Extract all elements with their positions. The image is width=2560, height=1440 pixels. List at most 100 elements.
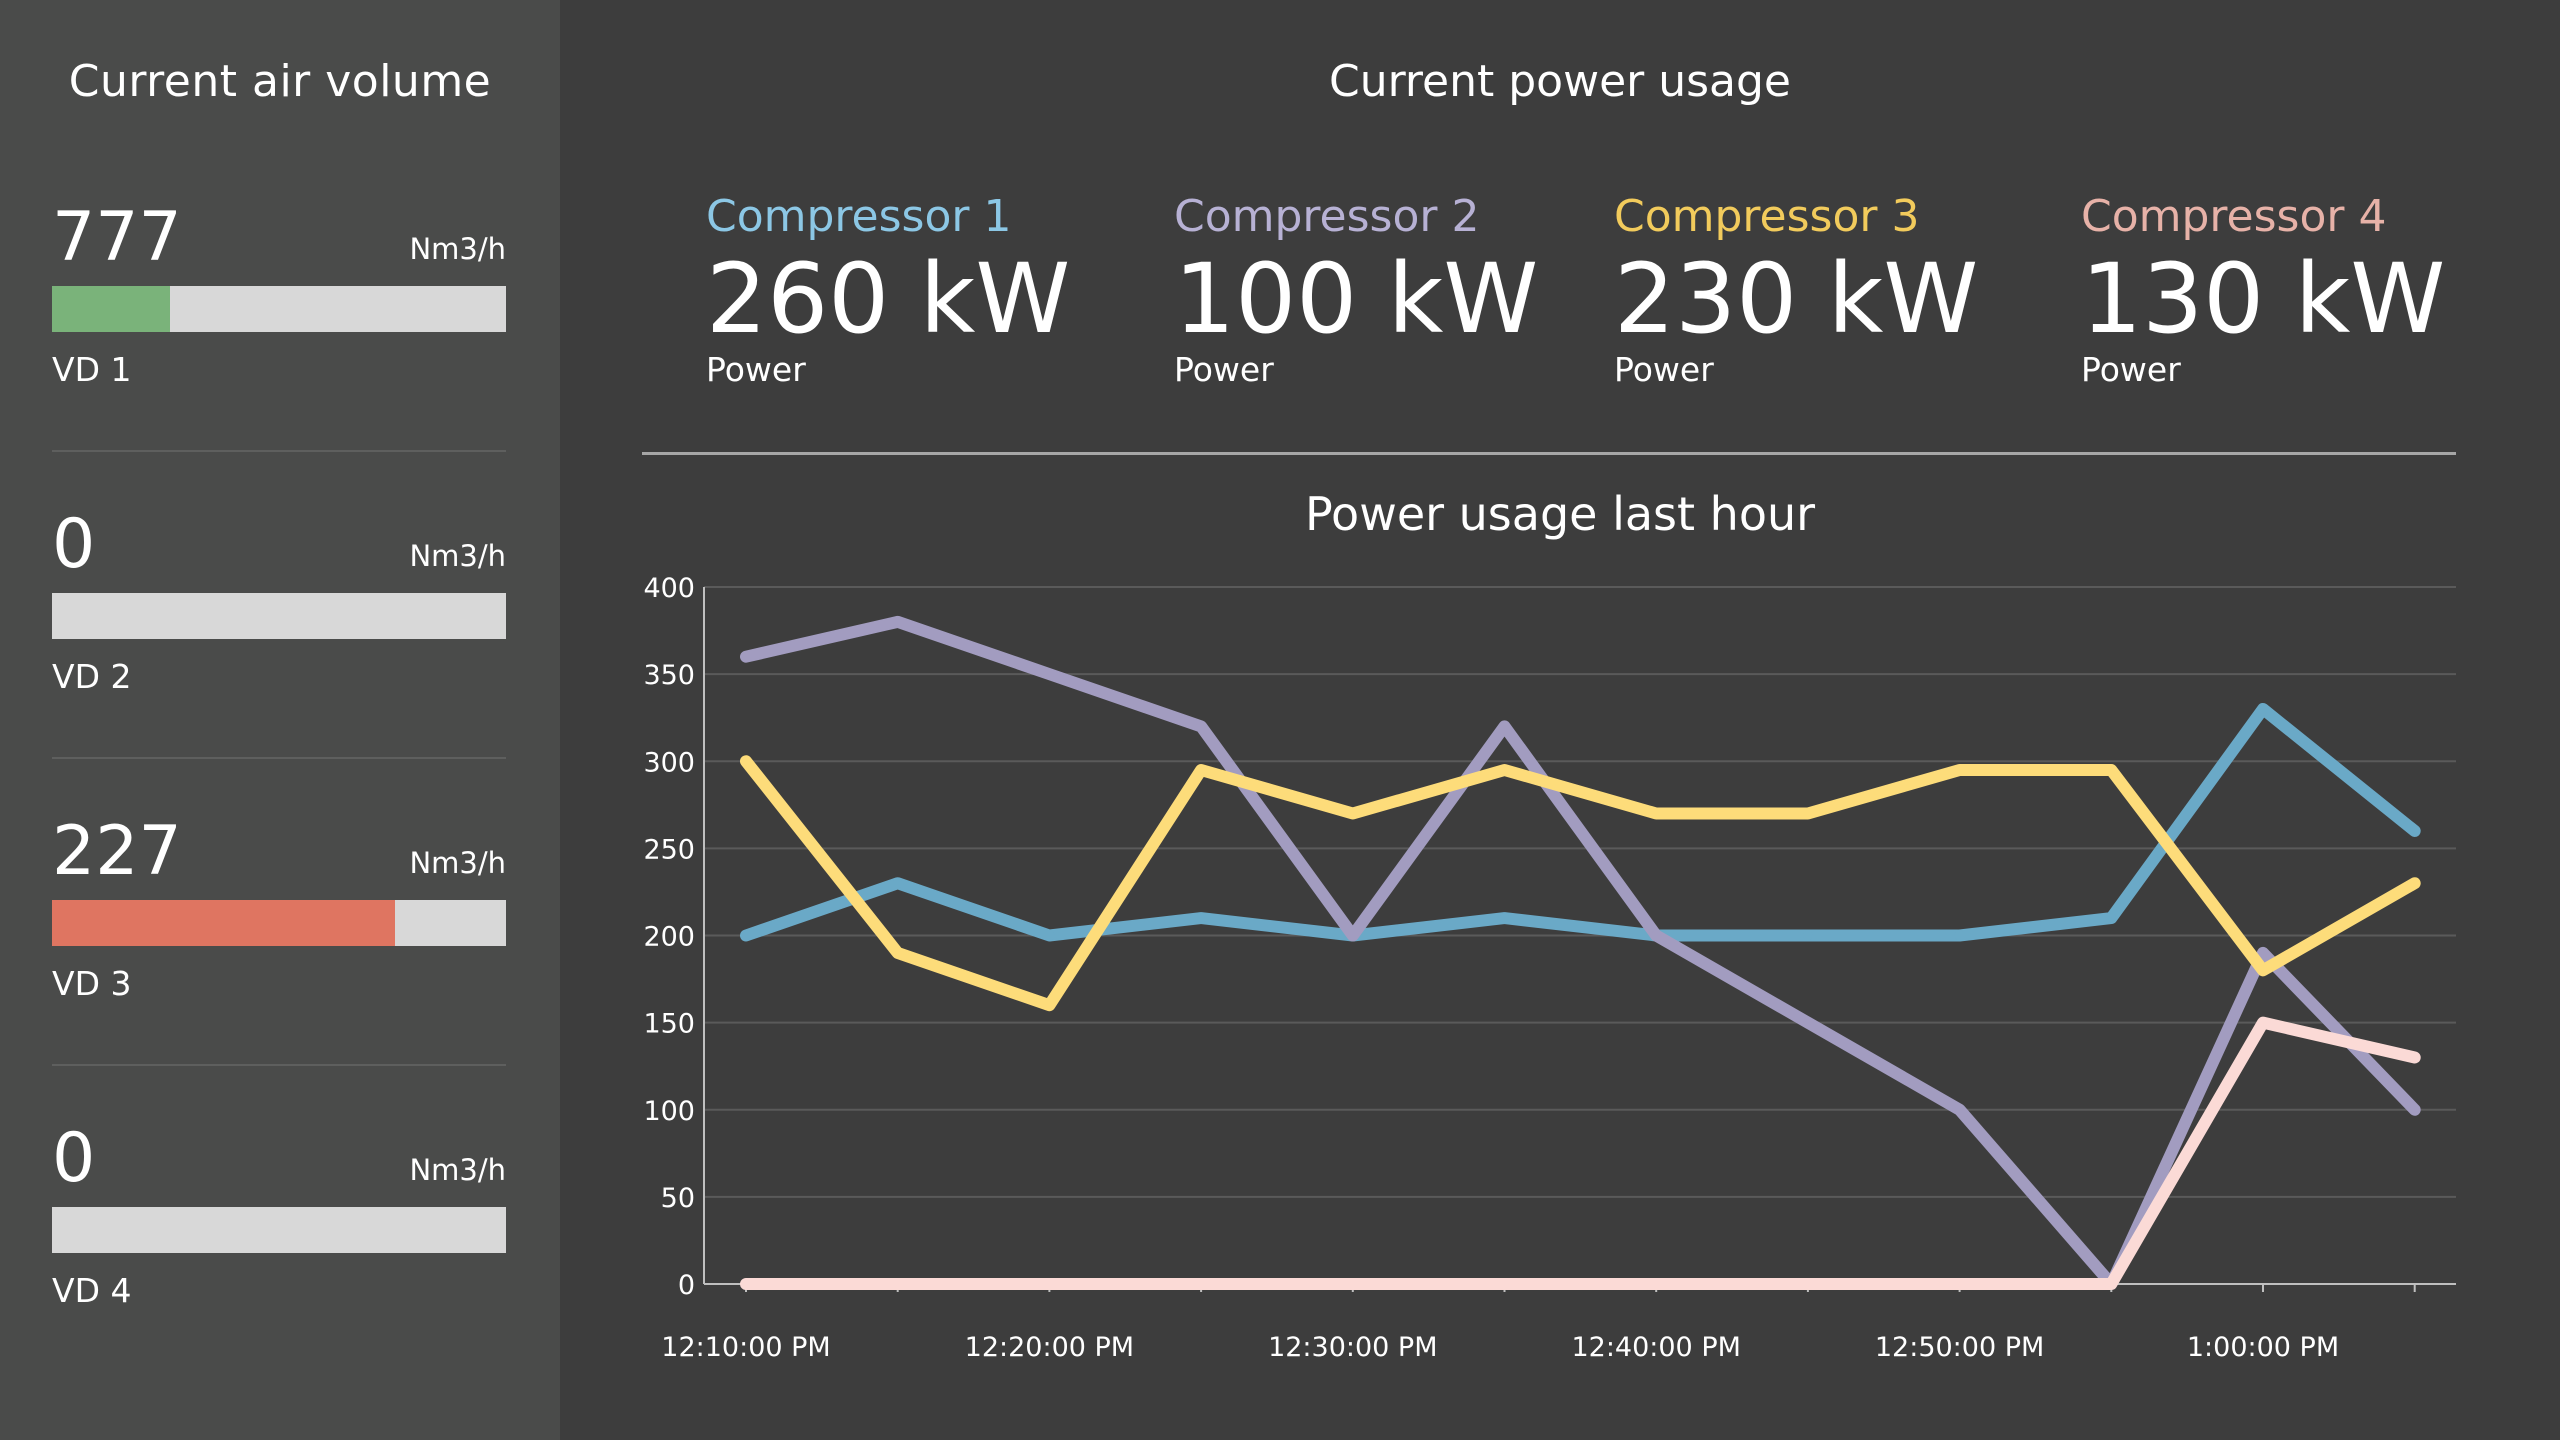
divider (642, 452, 2456, 455)
data-point (1954, 1279, 1965, 1289)
compressor-name: Compressor 1 (706, 191, 1012, 242)
vd-progress-fill (52, 286, 171, 332)
data-point (1802, 1017, 1813, 1028)
y-tick-label: 200 (643, 922, 695, 953)
compressor-name: Compressor 3 (1614, 191, 1920, 242)
data-point (2258, 965, 2268, 976)
y-tick-label: 300 (643, 747, 695, 778)
data-point (2409, 1104, 2420, 1115)
data-point (2258, 703, 2268, 714)
x-tick-label: 12:40:00 PM (1571, 1332, 1740, 1363)
vd-progress-fill (52, 900, 395, 946)
divider (52, 1064, 506, 1066)
vd-unit: Nm3/h (409, 232, 506, 266)
vd-value: 0 (52, 505, 96, 584)
data-point (1347, 1279, 1358, 1289)
divider (52, 450, 506, 452)
data-point (2409, 878, 2420, 889)
vd-item-3: 227 Nm3/h VD 3 (52, 812, 506, 1032)
compressor-name: Compressor 4 (2081, 191, 2387, 242)
y-tick-label: 0 (678, 1270, 695, 1301)
data-point (1802, 1279, 1813, 1289)
data-point (1499, 1279, 1510, 1289)
data-point (1954, 764, 1965, 775)
vd-value: 0 (52, 1119, 96, 1198)
data-point (1196, 764, 1207, 775)
data-point (1347, 930, 1358, 941)
vd-value: 777 (52, 198, 182, 277)
y-tick-label: 250 (643, 834, 695, 865)
data-point (1499, 721, 1510, 732)
series-line (740, 702, 2421, 942)
compressor-power-label: Power (1174, 350, 1274, 389)
data-point (1044, 669, 1055, 680)
x-tick-label: 12:10:00 PM (661, 1332, 830, 1363)
data-point (2409, 1052, 2420, 1063)
power-usage-panel: Current power usage Compressor 1 260 kW … (560, 0, 2560, 1440)
compressor-power-label: Power (1614, 350, 1714, 389)
compressor-power-label: Power (706, 350, 806, 389)
data-point (1499, 764, 1510, 775)
vd-item-4: 0 Nm3/h VD 4 (52, 1119, 506, 1339)
data-point (1954, 1104, 1965, 1115)
x-tick-label: 12:20:00 PM (965, 1332, 1134, 1363)
data-point (892, 616, 903, 627)
data-point (1044, 1000, 1055, 1011)
data-point (2258, 947, 2268, 958)
data-point (1196, 913, 1207, 924)
y-tick-label: 150 (643, 1009, 695, 1040)
data-point (1196, 1279, 1207, 1289)
compressor-card-1: Compressor 1 260 kW Power (706, 190, 1146, 390)
data-point (741, 1279, 751, 1289)
series-line (740, 1016, 2421, 1290)
data-point (892, 947, 903, 958)
chart-title: Power usage last hour (1304, 487, 1816, 541)
compressor-power-value: 130 kW (2081, 243, 2446, 355)
compressor-card-2: Compressor 2 100 kW Power (1174, 190, 1614, 390)
data-point (892, 878, 903, 889)
series-line (740, 755, 2421, 1012)
x-tick-label: 12:30:00 PM (1268, 1332, 1437, 1363)
compressor-power-value: 230 kW (1614, 243, 1979, 355)
vd-label: VD 2 (52, 657, 132, 696)
data-point (2106, 764, 2117, 775)
vd-item-2: 0 Nm3/h VD 2 (52, 505, 506, 725)
y-tick-label: 100 (643, 1096, 695, 1127)
vd-unit: Nm3/h (409, 539, 506, 573)
data-point (892, 1279, 903, 1289)
compressor-power-value: 100 kW (1174, 243, 1539, 355)
data-point (2106, 1279, 2117, 1289)
air-volume-title: Current air volume (68, 56, 492, 107)
data-point (1499, 913, 1510, 924)
data-point (741, 651, 751, 662)
data-point (1196, 721, 1207, 732)
data-point (1651, 1279, 1662, 1289)
y-tick-label: 50 (661, 1183, 695, 1214)
data-point (2258, 1017, 2268, 1028)
vd-unit: Nm3/h (409, 1153, 506, 1187)
data-point (2106, 913, 2117, 924)
vd-label: VD 1 (52, 350, 132, 389)
y-tick-label: 350 (643, 660, 695, 691)
vd-item-1: 777 Nm3/h VD 1 (52, 198, 506, 418)
data-point (2409, 825, 2420, 836)
vd-value: 227 (52, 812, 182, 891)
vd-label: VD 3 (52, 964, 132, 1003)
data-point (1954, 930, 1965, 941)
x-tick-label: 1:00:00 PM (2187, 1332, 2339, 1363)
vd-unit: Nm3/h (409, 846, 506, 880)
y-tick-label: 400 (643, 573, 695, 604)
data-point (741, 930, 751, 941)
air-volume-panel: Current air volume 777 Nm3/h VD 1 0 Nm3/… (0, 0, 560, 1440)
compressor-power-label: Power (2081, 350, 2181, 389)
data-point (1347, 808, 1358, 819)
data-point (1651, 930, 1662, 941)
vd-progress-bar (52, 1207, 506, 1253)
data-point (1802, 808, 1813, 819)
data-point (1044, 1279, 1055, 1289)
data-point (1044, 930, 1055, 941)
compressor-power-value: 260 kW (706, 243, 1071, 355)
compressor-name: Compressor 2 (1174, 191, 1480, 242)
x-tick-label: 12:50:00 PM (1875, 1332, 2044, 1363)
